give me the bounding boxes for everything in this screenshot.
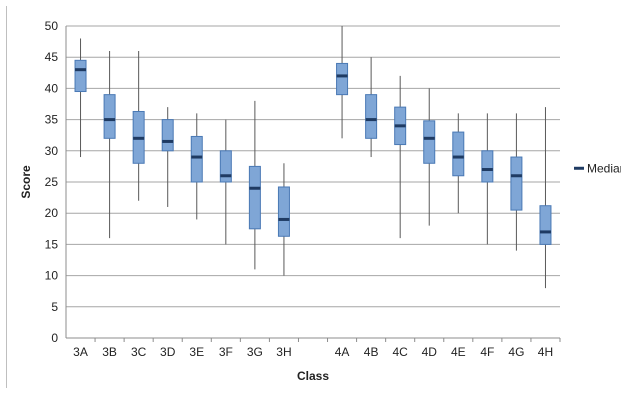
x-tick-label: 3G [247, 345, 263, 359]
y-tick-label: 30 [45, 144, 59, 158]
box-4g [510, 113, 523, 251]
box-3a [74, 38, 87, 158]
x-tick-label: 3B [102, 345, 117, 359]
box-4d [423, 88, 436, 226]
legend-median-label: Median [587, 161, 621, 175]
x-tick-label: 3F [219, 345, 233, 359]
y-axis-title: Score [19, 165, 33, 199]
x-tick-label: 4E [451, 345, 466, 359]
box-iqr [219, 150, 232, 183]
x-tick-label: 4G [508, 345, 524, 359]
box-iqr [74, 59, 87, 93]
box-4c [394, 75, 407, 239]
legend: Median [574, 161, 621, 175]
box-4f [481, 113, 494, 245]
x-tick-label: 3H [276, 345, 291, 359]
x-axis-title: Class [297, 369, 329, 383]
box-iqr [248, 165, 261, 230]
box-iqr [510, 156, 523, 211]
box-3b [103, 50, 116, 239]
x-tick-label: 4C [393, 345, 409, 359]
box-iqr [103, 94, 116, 139]
y-tick-label: 15 [45, 237, 59, 251]
y-tick-label: 0 [51, 331, 58, 345]
y-tick-label: 5 [51, 300, 58, 314]
box-iqr [365, 94, 378, 139]
axes: 0 5 10 15 20 25 30 35 40 45 50 3A 3B 3C 3D 3E 3F 3G 3H 4A 4B… [45, 19, 561, 359]
box-3e [190, 113, 203, 220]
box-4b [365, 57, 378, 158]
y-tick-label: 50 [45, 19, 59, 33]
y-tick-label: 10 [45, 269, 59, 283]
box-3g [248, 100, 261, 270]
box-4e [452, 113, 465, 214]
box-iqr [452, 131, 465, 177]
y-tick-label: 35 [45, 113, 59, 127]
box-iqr [539, 205, 552, 245]
box-3f [219, 119, 232, 245]
box-3d [161, 107, 174, 207]
box-iqr [423, 120, 436, 164]
box-iqr [336, 62, 349, 96]
x-tick-label: 4H [538, 345, 553, 359]
box-iqr [277, 186, 290, 237]
box-iqr [481, 150, 494, 183]
box-3c [132, 50, 145, 201]
x-tick-label: 4B [364, 345, 379, 359]
x-tick-label: 4D [422, 345, 438, 359]
y-tick-label: 20 [45, 206, 59, 220]
x-tick-label: 3A [73, 345, 88, 359]
x-tick-label: 3C [131, 345, 147, 359]
x-tick-label: 3E [189, 345, 204, 359]
grid-lines [66, 25, 560, 308]
y-tick-label: 40 [45, 81, 59, 95]
box-4a [336, 26, 349, 139]
box-3h [277, 163, 290, 276]
box-series [74, 26, 552, 289]
box-4h [539, 107, 552, 289]
x-tick-label: 4F [480, 345, 494, 359]
x-tick-label: 3D [160, 345, 176, 359]
y-tick-label: 25 [45, 175, 59, 189]
y-tick-label: 45 [45, 50, 59, 64]
box-plot-chart: 0 5 10 15 20 25 30 35 40 45 50 3A 3B 3C 3D 3E 3F 3G 3H 4A 4B… [19, 19, 621, 383]
x-tick-label: 4A [335, 345, 350, 359]
box-iqr [161, 119, 174, 152]
chart-frame: 0 5 10 15 20 25 30 35 40 45 50 3A 3B 3C 3D 3E 3F 3G 3H 4A 4B… [6, 6, 621, 388]
box-iqr [190, 135, 203, 183]
